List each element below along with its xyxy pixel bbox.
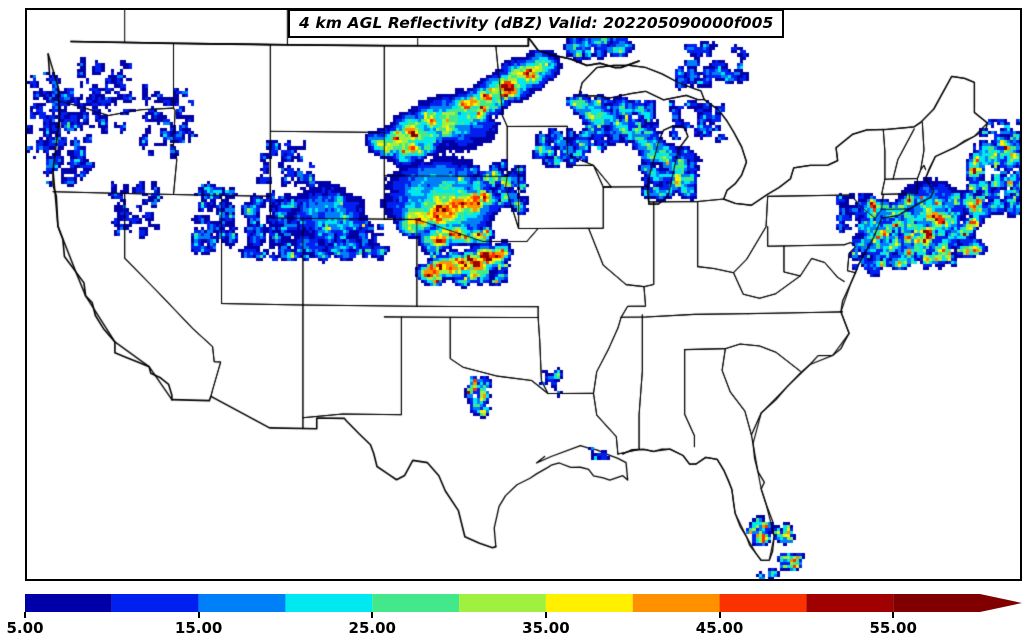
title-box: 4 km AGL Reflectivity (dBZ) Valid: 20220… [288,9,785,38]
colorbar-band [632,594,720,612]
page-title: 4 km AGL Reflectivity (dBZ) Valid: 20220… [299,14,774,32]
colorbar-bands-svg [25,594,1022,612]
colorbar-band [198,594,286,612]
colorbar-band [285,594,373,612]
colorbar-tick-label: 35.00 [522,619,570,637]
colorbar-tick [24,612,26,618]
colorbar-ticks: 5.00 15.00 25.00 35.00 45.00 55.00 [0,583,1033,640]
colorbar-band [806,594,894,612]
colorbar-band [25,594,112,612]
radar-map-canvas [27,10,1020,579]
colorbar-band [545,594,633,612]
colorbar-band [459,594,546,612]
colorbar: 5.00 15.00 25.00 35.00 45.00 55.00 [0,583,1033,640]
colorbar-tick-label: 5.00 [6,619,44,637]
colorbar-tick-label: 55.00 [869,619,917,637]
colorbar-tick [892,612,895,618]
map-frame [25,8,1022,581]
colorbar-band [893,594,1022,612]
colorbar-tick-label: 45.00 [695,619,744,637]
colorbar-tick [197,612,200,618]
colorbar-tick-label: 15.00 [174,619,223,637]
colorbar-band [372,594,460,612]
colorbar-tick [371,612,374,618]
colorbar-band [719,594,807,612]
colorbar-tick [544,612,547,618]
colorbar-tick-label: 25.00 [348,619,396,637]
colorbar-band [111,594,199,612]
colorbar-gradient [25,594,1022,612]
colorbar-tick [718,612,721,618]
